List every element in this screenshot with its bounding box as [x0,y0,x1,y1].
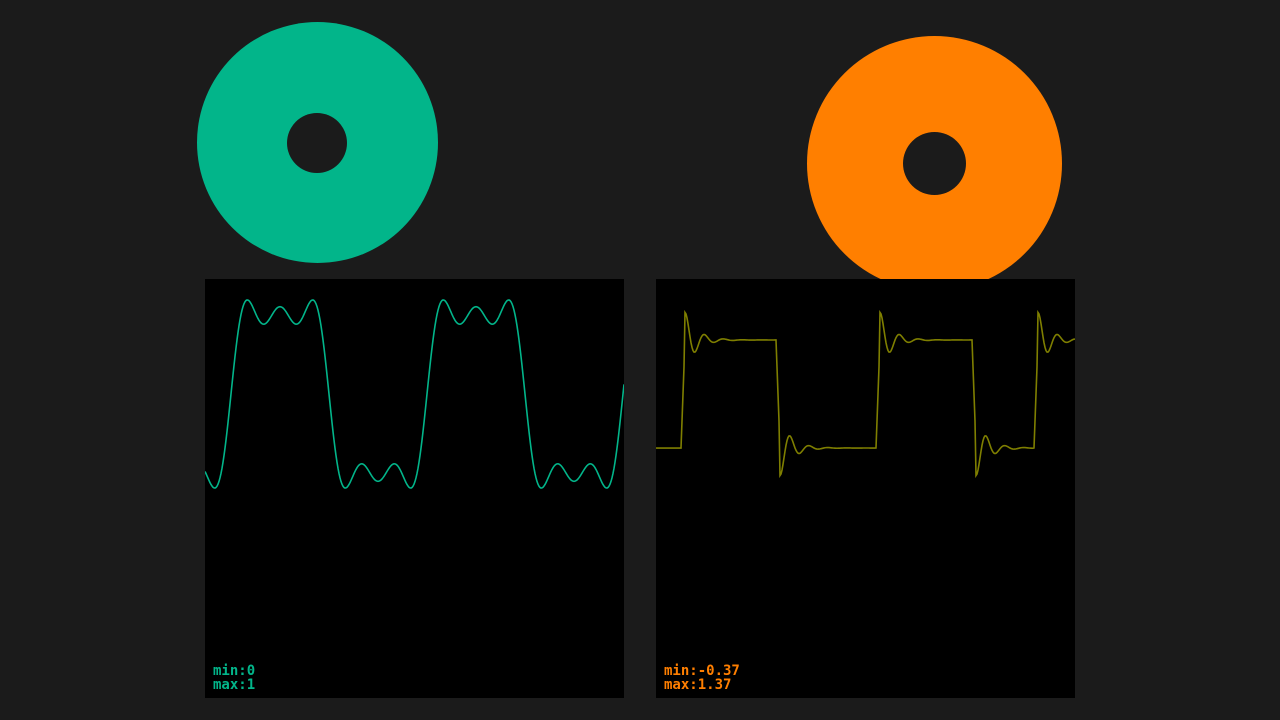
right-oscilloscope-panel: min:-0.37 max:1.37 [656,279,1075,698]
right-range-readout: min:-0.37 max:1.37 [664,664,740,692]
right-min-label: min:-0.37 [664,663,740,679]
left-waveform-trace [205,299,624,489]
green-ring-indicator [197,22,438,263]
ring-hole [903,132,966,195]
right-waveform-trace [656,309,1075,479]
left-max-label: max:1 [213,677,256,693]
left-range-readout: min:0 max:1 [213,664,255,692]
ring-hole [287,113,347,173]
right-waveform-canvas [656,309,1075,479]
left-waveform-canvas [205,299,624,489]
left-oscilloscope-panel: min:0 max:1 [205,279,624,698]
orange-ring-indicator [807,36,1062,291]
left-min-label: min:0 [213,663,256,679]
right-max-label: max:1.37 [664,677,732,693]
